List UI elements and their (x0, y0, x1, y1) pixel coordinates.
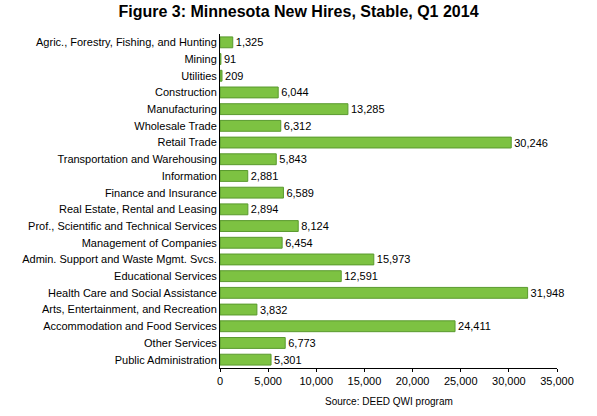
svg-text:Construction: Construction (155, 86, 217, 98)
svg-text:25,000: 25,000 (444, 375, 478, 387)
svg-text:35,000: 35,000 (540, 375, 574, 387)
svg-text:30,000: 30,000 (492, 375, 526, 387)
svg-text:8,124: 8,124 (301, 220, 329, 232)
svg-text:2,881: 2,881 (251, 170, 279, 182)
svg-text:Public Administration: Public Administration (115, 354, 217, 366)
svg-text:2,894: 2,894 (251, 203, 279, 215)
svg-text:6,589: 6,589 (286, 187, 314, 199)
svg-text:15,000: 15,000 (348, 375, 382, 387)
svg-text:3,832: 3,832 (260, 304, 288, 316)
svg-text:10,000: 10,000 (299, 375, 333, 387)
svg-text:Figure 3: Minnesota New Hires,: Figure 3: Minnesota New Hires, Stable, Q… (118, 3, 478, 20)
svg-text:Admin. Support and Waste Mgmt.: Admin. Support and Waste Mgmt. Svcs. (22, 253, 217, 265)
svg-text:6,454: 6,454 (285, 237, 313, 249)
svg-text:12,591: 12,591 (344, 270, 378, 282)
svg-text:5,000: 5,000 (254, 375, 282, 387)
svg-text:Information: Information (162, 170, 217, 182)
svg-text:Retail Trade: Retail Trade (157, 136, 216, 148)
svg-text:6,312: 6,312 (284, 120, 312, 132)
svg-text:31,948: 31,948 (531, 287, 565, 299)
svg-text:Management of Companies: Management of Companies (82, 237, 218, 249)
svg-text:Mining: Mining (184, 53, 216, 65)
svg-text:91: 91 (224, 53, 236, 65)
svg-text:Manufacturing: Manufacturing (147, 103, 217, 115)
svg-text:Transportation and Warehousing: Transportation and Warehousing (57, 153, 216, 165)
svg-text:Agric., Forestry, Fishing, and: Agric., Forestry, Fishing, and Hunting (36, 36, 217, 48)
svg-text:Source: DEED QWI program: Source: DEED QWI program (325, 396, 453, 407)
svg-text:24,411: 24,411 (458, 320, 491, 332)
svg-text:6,044: 6,044 (281, 86, 309, 98)
svg-text:6,773: 6,773 (288, 337, 316, 349)
svg-text:Finance and Insurance: Finance and Insurance (105, 187, 217, 199)
svg-text:5,843: 5,843 (279, 153, 307, 165)
svg-text:Educational Services: Educational Services (114, 270, 217, 282)
svg-text:30,246: 30,246 (514, 137, 548, 149)
svg-text:5,301: 5,301 (274, 354, 302, 366)
svg-text:Accommodation and Food Service: Accommodation and Food Services (43, 320, 217, 332)
svg-text:Prof., Scientific and Technica: Prof., Scientific and Technical Services (28, 220, 217, 232)
svg-text:Other Services: Other Services (144, 337, 217, 349)
svg-text:209: 209 (225, 70, 243, 82)
svg-text:20,000: 20,000 (396, 375, 430, 387)
svg-text:0: 0 (217, 375, 223, 387)
svg-text:15,973: 15,973 (377, 253, 411, 265)
svg-text:Utilities: Utilities (181, 70, 217, 82)
svg-text:Health Care and Social Assista: Health Care and Social Assistance (48, 287, 217, 299)
svg-text:Wholesale Trade: Wholesale Trade (134, 120, 217, 132)
svg-text:Arts, Entertainment, and Recre: Arts, Entertainment, and Recreation (42, 303, 217, 315)
svg-text:1,325: 1,325 (236, 36, 264, 48)
svg-text:Real Estate, Rental and Leasin: Real Estate, Rental and Leasing (59, 203, 217, 215)
svg-text:13,285: 13,285 (351, 103, 385, 115)
